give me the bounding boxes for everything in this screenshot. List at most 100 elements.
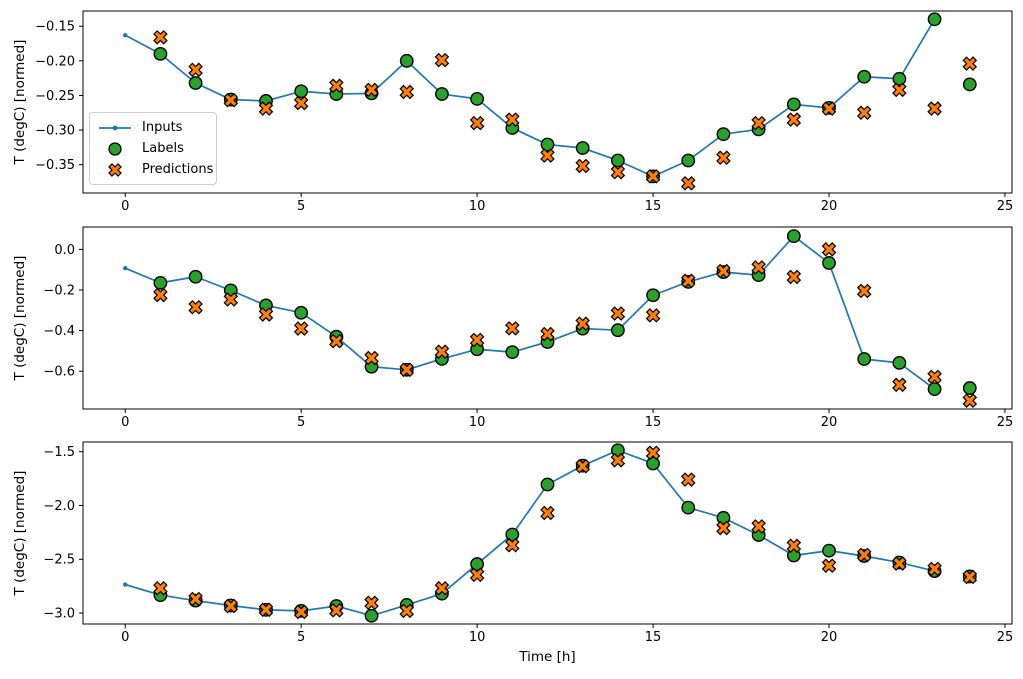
prediction-marker xyxy=(293,321,309,336)
prediction-marker xyxy=(329,603,344,618)
y-tick-label: −0.35 xyxy=(35,158,75,173)
label-marker xyxy=(470,91,485,106)
predictions-x-icon xyxy=(108,162,122,177)
y-axis-label-bottom: T (degC) [normed] xyxy=(12,470,28,596)
prediction-marker xyxy=(329,78,344,94)
label-marker xyxy=(610,153,625,168)
label-marker xyxy=(646,288,660,303)
legend: Inputs Labels Predictions xyxy=(89,112,217,185)
prediction-marker xyxy=(892,82,907,98)
x-tick-label: 20 xyxy=(821,630,838,645)
x-tick-label: 5 xyxy=(297,415,305,430)
x-tick-label: 10 xyxy=(469,415,486,430)
inputs-line-icon xyxy=(99,125,131,130)
label-marker xyxy=(962,381,977,395)
prediction-marker xyxy=(786,269,802,285)
input-point-marker xyxy=(123,582,128,587)
label-marker xyxy=(716,127,731,142)
prediction-marker xyxy=(223,598,239,614)
inputs-line xyxy=(124,449,935,617)
label-marker xyxy=(153,275,168,290)
prediction-marker xyxy=(505,112,520,127)
inputs-line xyxy=(124,235,936,390)
prediction-marker xyxy=(364,595,379,611)
y-tick-label: −0.4 xyxy=(43,324,75,339)
prediction-marker xyxy=(645,445,661,461)
x-tick-label: 25 xyxy=(997,415,1014,430)
label-marker xyxy=(470,557,485,571)
label-marker xyxy=(786,97,801,112)
subplot-1: 0.0 −0.2 −0.4 −0.6 0 5 10 15 20 25 xyxy=(43,226,1014,430)
prediction-marker xyxy=(751,260,766,275)
axes-spines xyxy=(82,10,1013,194)
y-tick-label: −2.0 xyxy=(43,499,75,514)
prediction-marker xyxy=(469,567,485,583)
label-marker xyxy=(857,69,872,84)
y-tick-label: −0.20 xyxy=(35,54,75,69)
prediction-marker xyxy=(469,332,485,348)
prediction-marker xyxy=(962,393,978,408)
x-tick-label: 0 xyxy=(121,630,129,645)
x-tick-label: 25 xyxy=(997,630,1014,645)
prediction-marker xyxy=(927,101,942,116)
y-tick-label: −0.2 xyxy=(43,283,75,298)
x-tick-label: 15 xyxy=(645,199,662,214)
label-marker xyxy=(435,87,449,101)
label-marker xyxy=(962,77,977,92)
prediction-marker xyxy=(434,581,450,596)
prediction-marker xyxy=(399,362,415,378)
x-tick-label: 0 xyxy=(121,199,129,214)
prediction-marker xyxy=(575,316,590,331)
y-tick-label: −2.5 xyxy=(43,553,75,568)
x-tick-label: 5 xyxy=(297,630,305,645)
label-marker xyxy=(540,137,555,152)
prediction-marker xyxy=(364,350,379,366)
label-marker xyxy=(540,477,555,492)
prediction-marker xyxy=(610,306,626,321)
prediction-marker xyxy=(293,604,309,620)
prediction-marker xyxy=(153,287,168,303)
prediction-marker xyxy=(540,326,555,342)
prediction-marker xyxy=(716,150,731,165)
prediction-marker xyxy=(892,377,907,393)
x-tick-label: 5 xyxy=(297,199,305,214)
prediction-marker xyxy=(540,148,555,163)
inputs-line xyxy=(124,18,936,178)
prediction-marker xyxy=(505,321,520,336)
prediction-marker xyxy=(645,169,661,184)
prediction-marker xyxy=(821,558,837,573)
x-tick-label: 15 xyxy=(645,630,662,645)
prediction-marker xyxy=(223,292,239,307)
prediction-marker xyxy=(223,92,239,108)
prediction-marker xyxy=(329,333,344,349)
prediction-marker xyxy=(434,52,450,68)
x-tick-label: 25 xyxy=(997,199,1014,214)
label-marker xyxy=(575,141,590,155)
prediction-marker xyxy=(153,581,168,596)
label-marker xyxy=(927,12,942,27)
prediction-marker xyxy=(716,263,731,279)
x-tick-label: 10 xyxy=(469,630,486,645)
x-tick-label: 15 xyxy=(645,415,662,430)
prediction-marker xyxy=(892,556,907,571)
label-marker xyxy=(294,84,309,99)
prediction-marker xyxy=(786,112,802,127)
label-marker xyxy=(399,53,414,68)
label-marker xyxy=(857,352,872,366)
y-axis-label-middle: T (degC) [normed] xyxy=(12,255,28,381)
prediction-marker xyxy=(680,176,696,191)
prediction-marker xyxy=(153,30,168,45)
prediction-marker xyxy=(856,547,872,563)
input-point-marker xyxy=(123,266,128,271)
axes-spines xyxy=(82,226,1013,410)
label-marker xyxy=(927,382,942,396)
prediction-marker xyxy=(962,569,978,585)
legend-item-labels: Labels xyxy=(97,138,208,159)
y-tick-label: −3.0 xyxy=(43,607,75,622)
label-marker xyxy=(364,608,379,623)
legend-item-inputs: Inputs xyxy=(97,117,208,138)
label-marker xyxy=(822,543,836,558)
prediction-marker xyxy=(258,101,274,116)
label-marker xyxy=(153,47,168,61)
prediction-marker xyxy=(927,561,942,577)
